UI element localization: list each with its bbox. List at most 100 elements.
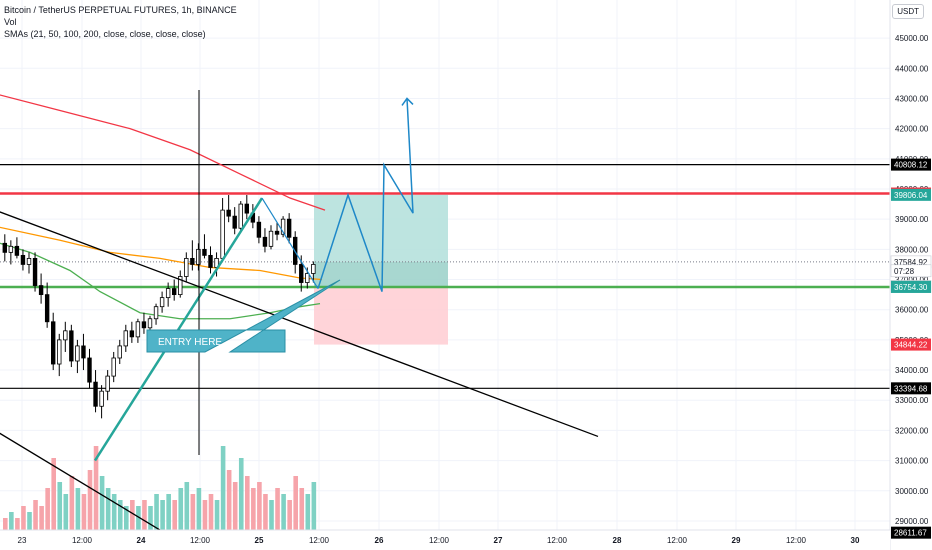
candle-9	[57, 333, 62, 377]
candle-40	[244, 195, 249, 220]
candle-body	[8, 245, 14, 253]
volume-bars	[3, 446, 317, 530]
currency-button[interactable]: USDT	[892, 4, 924, 19]
volume-bar-5	[33, 500, 38, 530]
volume-bar-36	[220, 446, 226, 530]
price-badge-bg	[891, 280, 931, 293]
price-tick-14: 43000.00	[895, 94, 929, 103]
candlesticks	[2, 195, 316, 419]
volume-bar-48	[293, 476, 298, 530]
candle-6	[38, 273, 44, 304]
volume-bar-10	[63, 494, 69, 530]
position-tool[interactable]	[314, 194, 448, 345]
time-axis[interactable]: 23 12:00 24 12:00 25 12:00 26 12:00 27 12:00 28 12:…	[0, 529, 890, 550]
time-axis-background	[0, 530, 890, 550]
volume-bar-34	[208, 494, 214, 530]
candle-12	[75, 339, 80, 374]
volume-bar-15	[93, 446, 99, 530]
price-badge-0: 40808.12	[891, 158, 931, 171]
projection-path[interactable]	[317, 97, 414, 292]
trend-lines[interactable]	[0, 197, 599, 534]
price-badge-9: 33394.68	[891, 382, 931, 395]
volume-bar-32	[196, 488, 202, 530]
volume-bar-30	[184, 482, 190, 530]
volume-indicator-label: Vol	[4, 17, 17, 27]
moving-averages	[0, 94, 326, 320]
sma-indicator-label: SMAs (21, 50, 100, 200, close, close, cl…	[4, 29, 206, 39]
projection-arrow-head	[401, 97, 414, 106]
candle-25	[153, 303, 159, 325]
candle-5	[32, 252, 38, 292]
candle-13	[81, 333, 86, 371]
volume-bar-24	[148, 506, 153, 530]
candle-body	[14, 245, 20, 256]
candle-body	[105, 375, 110, 392]
candle-44	[268, 225, 274, 250]
price-badge-label: 36754.30	[894, 283, 928, 292]
candle-14	[87, 348, 92, 389]
trend-line-3	[261, 197, 319, 289]
candle-3	[20, 249, 26, 271]
price-tick-1: 30000.00	[895, 487, 929, 496]
candle-17	[105, 370, 110, 401]
candle-22	[135, 318, 141, 343]
candle-body	[2, 242, 7, 253]
volume-bar-1	[9, 512, 14, 530]
volume-bar-14	[87, 470, 93, 530]
candle-38	[232, 207, 237, 235]
stop-zone	[314, 286, 448, 345]
time-tick-14: 30	[851, 536, 860, 545]
price-tick-3: 32000.00	[895, 426, 929, 435]
volume-bar-46	[281, 494, 286, 530]
volume-bar-2	[15, 518, 20, 530]
candle-body	[159, 297, 165, 308]
candle-body	[262, 236, 268, 247]
price-badge-2: 39806.04	[891, 188, 931, 201]
candle-body	[141, 321, 147, 329]
candle-body	[20, 254, 26, 265]
volume-bar-38	[232, 482, 238, 530]
price-badge-4: 07:28	[890, 264, 932, 278]
time-tick-9: 12:00	[547, 536, 568, 545]
volume-bar-22	[136, 506, 141, 530]
volume-bar-47	[287, 500, 292, 530]
volume-bar-37	[226, 470, 232, 530]
price-tick-9: 38000.00	[895, 245, 929, 254]
volume-bar-16	[99, 476, 105, 530]
time-tick-4: 25	[255, 536, 264, 545]
sma-line-0	[0, 94, 326, 211]
price-tick-8: 37000.00	[895, 276, 929, 285]
candle-body	[63, 330, 68, 341]
time-tick-2: 24	[137, 536, 146, 545]
candle-32	[196, 243, 201, 271]
candle-body	[26, 258, 32, 265]
time-tick-1: 12:00	[72, 536, 93, 545]
price-tick-10: 39000.00	[895, 215, 929, 224]
candle-body	[244, 203, 249, 214]
price-badge-label: 07:28	[894, 267, 915, 276]
candle-body	[117, 345, 122, 359]
projection-polyline	[317, 98, 414, 292]
time-tick-8: 27	[494, 536, 503, 545]
time-tick-11: 12:00	[667, 536, 688, 545]
candle-45	[274, 222, 280, 241]
volume-bar-18	[111, 494, 117, 530]
volume-bar-4	[27, 512, 32, 530]
volume-bar-43	[263, 494, 268, 530]
entry-here-label: ENTRY HERE	[158, 337, 222, 348]
candle-body	[184, 258, 189, 277]
candle-1	[8, 240, 14, 265]
entry-callout[interactable]: ENTRY HERE	[146, 279, 341, 353]
candle-2	[14, 237, 20, 259]
volume-bar-26	[160, 500, 165, 530]
candle-body	[111, 357, 116, 377]
candle-37	[226, 195, 231, 223]
volume-bar-41	[251, 488, 256, 530]
candle-body	[256, 221, 262, 238]
price-tick-16: 45000.00	[895, 34, 929, 43]
candle-33	[202, 234, 207, 259]
volume-bar-21	[130, 500, 135, 530]
time-tick-0: 23	[18, 536, 27, 545]
candle-body	[238, 203, 243, 229]
